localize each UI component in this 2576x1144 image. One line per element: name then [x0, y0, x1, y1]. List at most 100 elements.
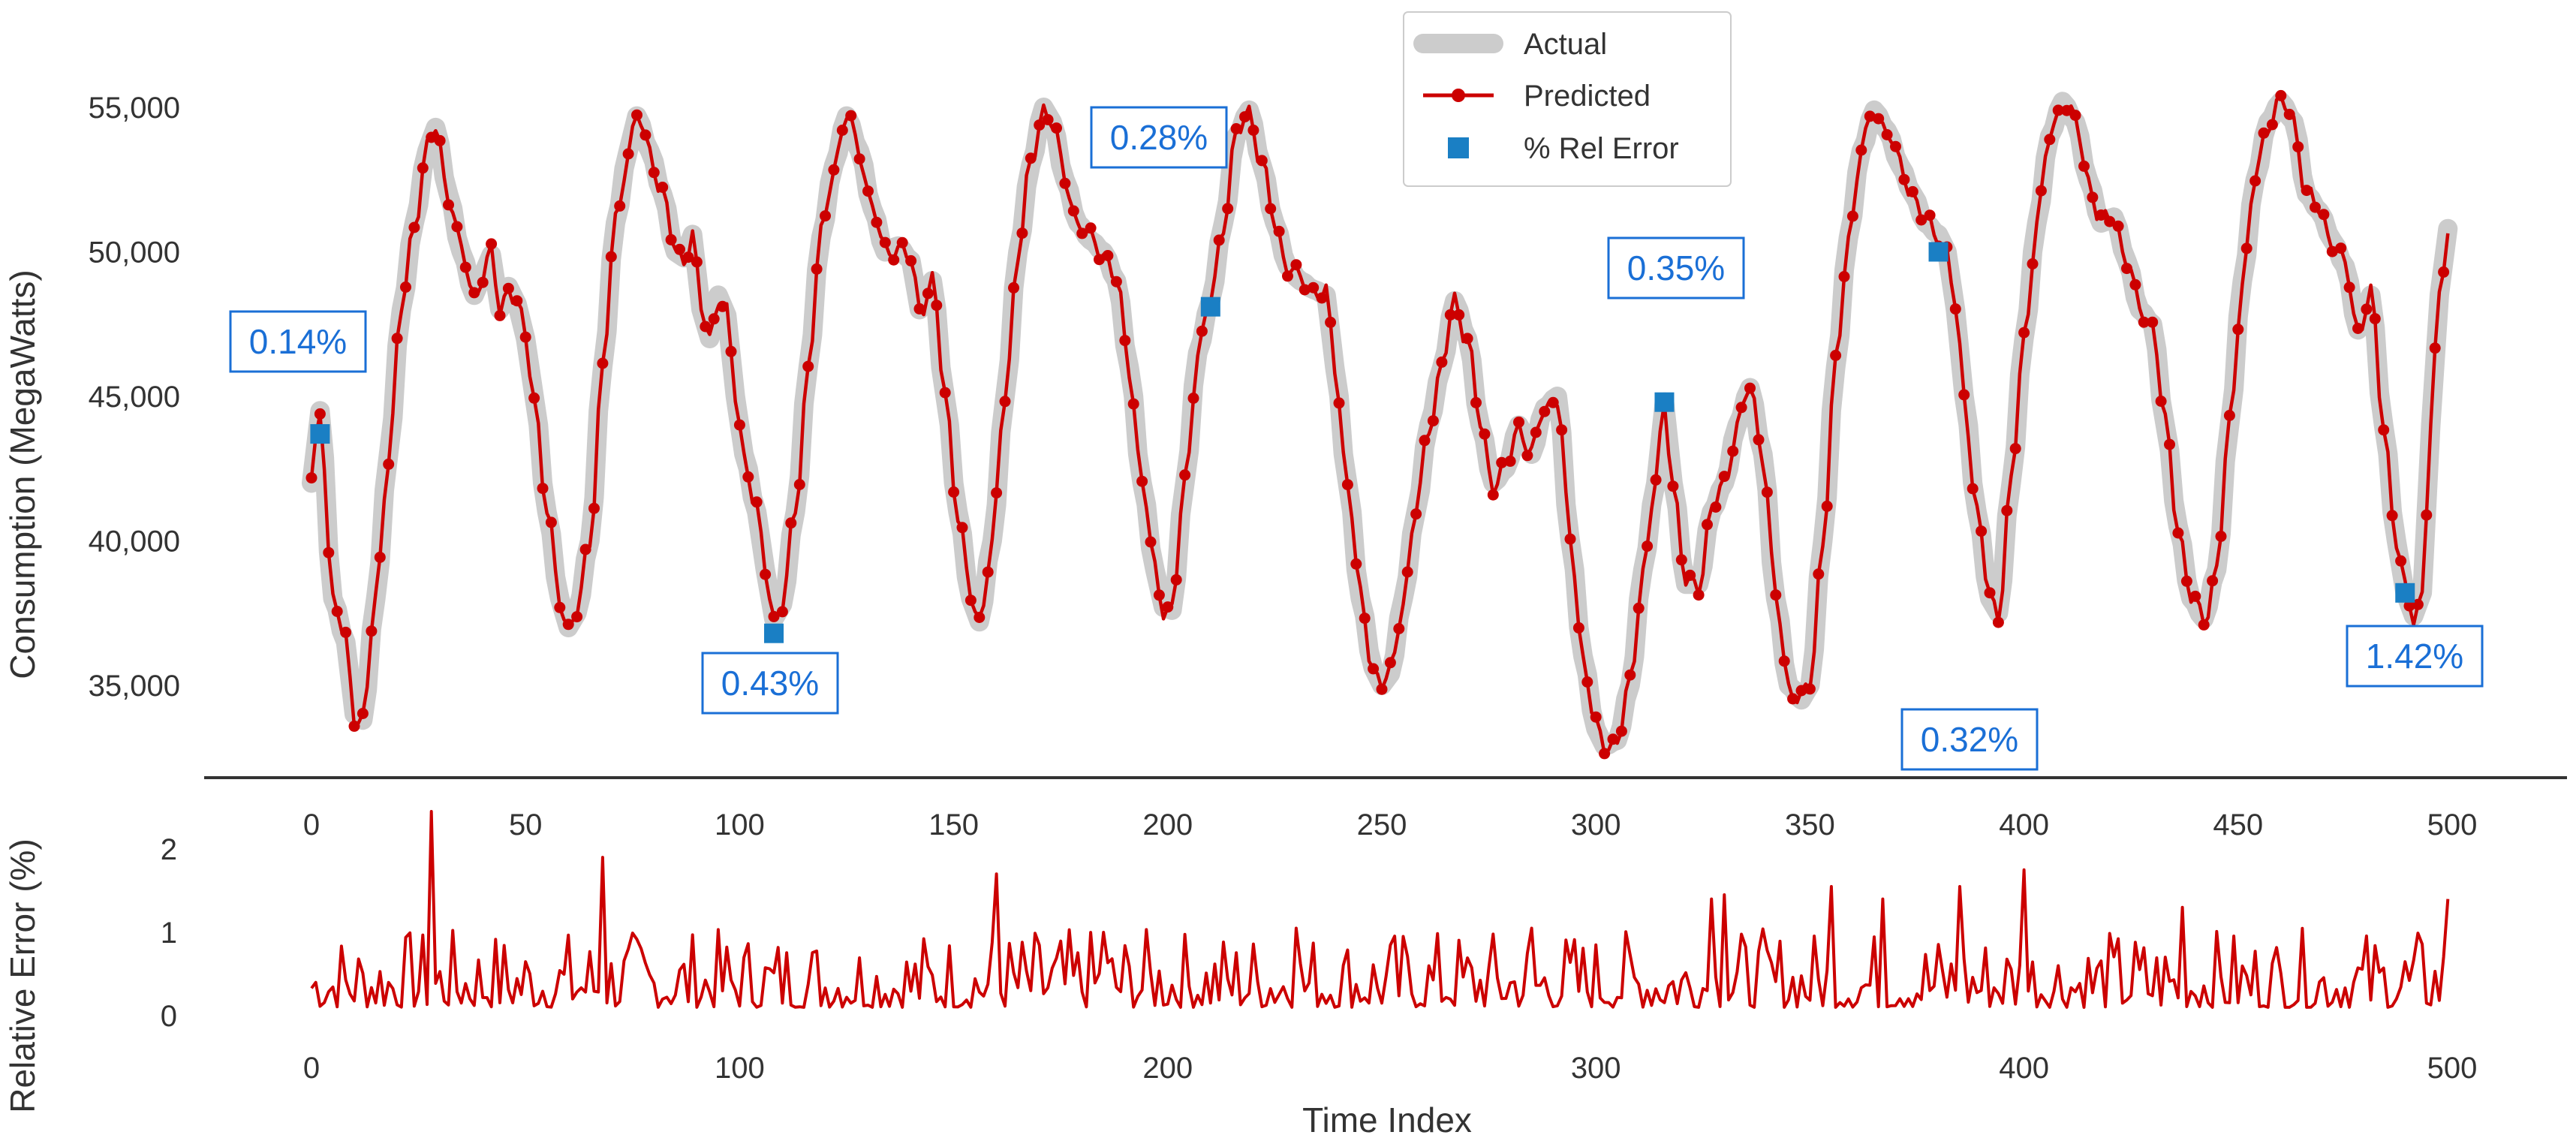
predicted-point: [451, 221, 463, 233]
predicted-point: [1401, 566, 1413, 578]
predicted-point: [1590, 711, 1602, 723]
predicted-point: [1787, 693, 1799, 705]
top-x-tick-label: 400: [1999, 808, 2049, 841]
predicted-point: [828, 164, 840, 176]
predicted-point: [2189, 590, 2201, 602]
predicted-point: [2035, 185, 2047, 197]
predicted-point: [1085, 222, 1097, 234]
predicted-point: [1915, 214, 1927, 226]
predicted-point: [751, 496, 763, 508]
predicted-point: [2438, 266, 2450, 278]
predicted-point: [2258, 127, 2270, 139]
predicted-point: [802, 360, 814, 372]
predicted-point: [1615, 725, 1627, 737]
predicted-point: [1804, 683, 1816, 695]
error-marker: [2395, 583, 2415, 603]
predicted-point: [486, 238, 498, 250]
predicted-point: [1410, 508, 1422, 520]
predicted-point: [1727, 445, 1739, 457]
annotation-label: 0.28%: [1110, 118, 1208, 157]
predicted-point: [1290, 259, 1302, 271]
predicted-point: [2275, 89, 2287, 101]
predicted-point: [477, 276, 489, 288]
predicted-point: [1735, 402, 1747, 414]
predicted-point: [1162, 601, 1174, 613]
predicted-point: [2198, 619, 2210, 631]
annotation-box: [1090, 106, 1228, 169]
predicted-point: [1316, 292, 1328, 304]
predicted-point: [1924, 209, 1936, 221]
predicted-point: [922, 288, 934, 300]
relative-error-panel: 012 0 100 200 300 400 500 Relative Error (%) …: [3, 810, 2477, 1139]
predicted-point: [725, 345, 737, 357]
predicted-point: [1949, 303, 1961, 315]
predicted-point: [459, 261, 471, 273]
predicted-point: [2369, 313, 2381, 325]
predicted-point: [2147, 316, 2159, 328]
legend-box: [1403, 11, 1732, 187]
predicted-point: [443, 199, 454, 211]
legend: Actual Predicted % Rel Error: [1403, 11, 1732, 187]
predicted-point: [879, 236, 891, 248]
predicted-point: [2061, 104, 2073, 116]
predicted-point: [1556, 424, 1568, 436]
top-y-axis-label: Consumption (MegaWatts): [3, 269, 42, 679]
legend-rel-error-label: % Rel Error: [1524, 132, 1679, 165]
predicted-point: [1873, 113, 1885, 125]
predicted-point: [1581, 676, 1593, 688]
predicted-point: [2352, 323, 2364, 334]
predicted-point: [1992, 616, 2004, 628]
predicted-point: [2240, 242, 2252, 254]
predicted-point: [2164, 438, 2175, 450]
predicted-point: [366, 625, 378, 637]
predicted-point: [1273, 225, 1285, 237]
predicted-point: [1461, 333, 1473, 345]
predicted-point: [768, 610, 780, 622]
predicted-point: [674, 243, 685, 255]
predicted-point: [1572, 622, 1584, 634]
predicted-point: [605, 251, 617, 263]
predicted-point: [323, 546, 335, 558]
predicted-point: [811, 263, 823, 275]
predicted-point: [391, 333, 403, 345]
predicted-point: [1213, 234, 1225, 246]
bottom-x-tick-label: 100: [715, 1052, 765, 1085]
predicted-point: [571, 611, 583, 623]
predicted-point: [1136, 475, 1148, 487]
predicted-point: [1821, 500, 1833, 512]
top-x-tick-label: 100: [715, 808, 765, 841]
predicted-point: [2343, 281, 2355, 294]
predicted-point: [2403, 600, 2415, 612]
predicted-point: [374, 551, 386, 563]
predicted-point: [1042, 113, 1054, 125]
predicted-point: [1256, 155, 1268, 167]
annotation-box: [2346, 625, 2484, 688]
predicted-point: [2155, 396, 2167, 407]
predicted-point: [905, 254, 917, 266]
predicted-point: [1693, 589, 1705, 601]
predicted-point: [1230, 123, 1242, 134]
top-y-tick-label: 55,000: [89, 92, 180, 125]
predicted-point: [519, 331, 531, 343]
predicted-point: [836, 125, 848, 136]
predicted-point: [2018, 327, 2030, 339]
predicted-point: [1025, 152, 1037, 164]
annotation-label: 0.43%: [721, 664, 819, 703]
predicted-point: [2215, 531, 2227, 542]
predicted-point: [528, 392, 540, 404]
predicted-point: [853, 153, 865, 165]
predicted-point: [2429, 342, 2441, 354]
predicted-point: [1282, 270, 1293, 282]
predicted-point: [1427, 415, 1439, 427]
annotation-box: [229, 310, 367, 373]
predicted-point: [2095, 209, 2107, 221]
predicted-point: [1341, 479, 1353, 491]
predicted-point: [1702, 519, 1713, 531]
predicted-point: [357, 708, 369, 719]
predicted-point: [1265, 203, 1277, 215]
predicted-point: [1530, 426, 1542, 438]
predicted-point: [1650, 474, 1662, 486]
legend-rel-error-swatch: [1448, 137, 1469, 158]
top-x-tick-label: 500: [2427, 808, 2478, 841]
predicted-point: [913, 303, 925, 315]
